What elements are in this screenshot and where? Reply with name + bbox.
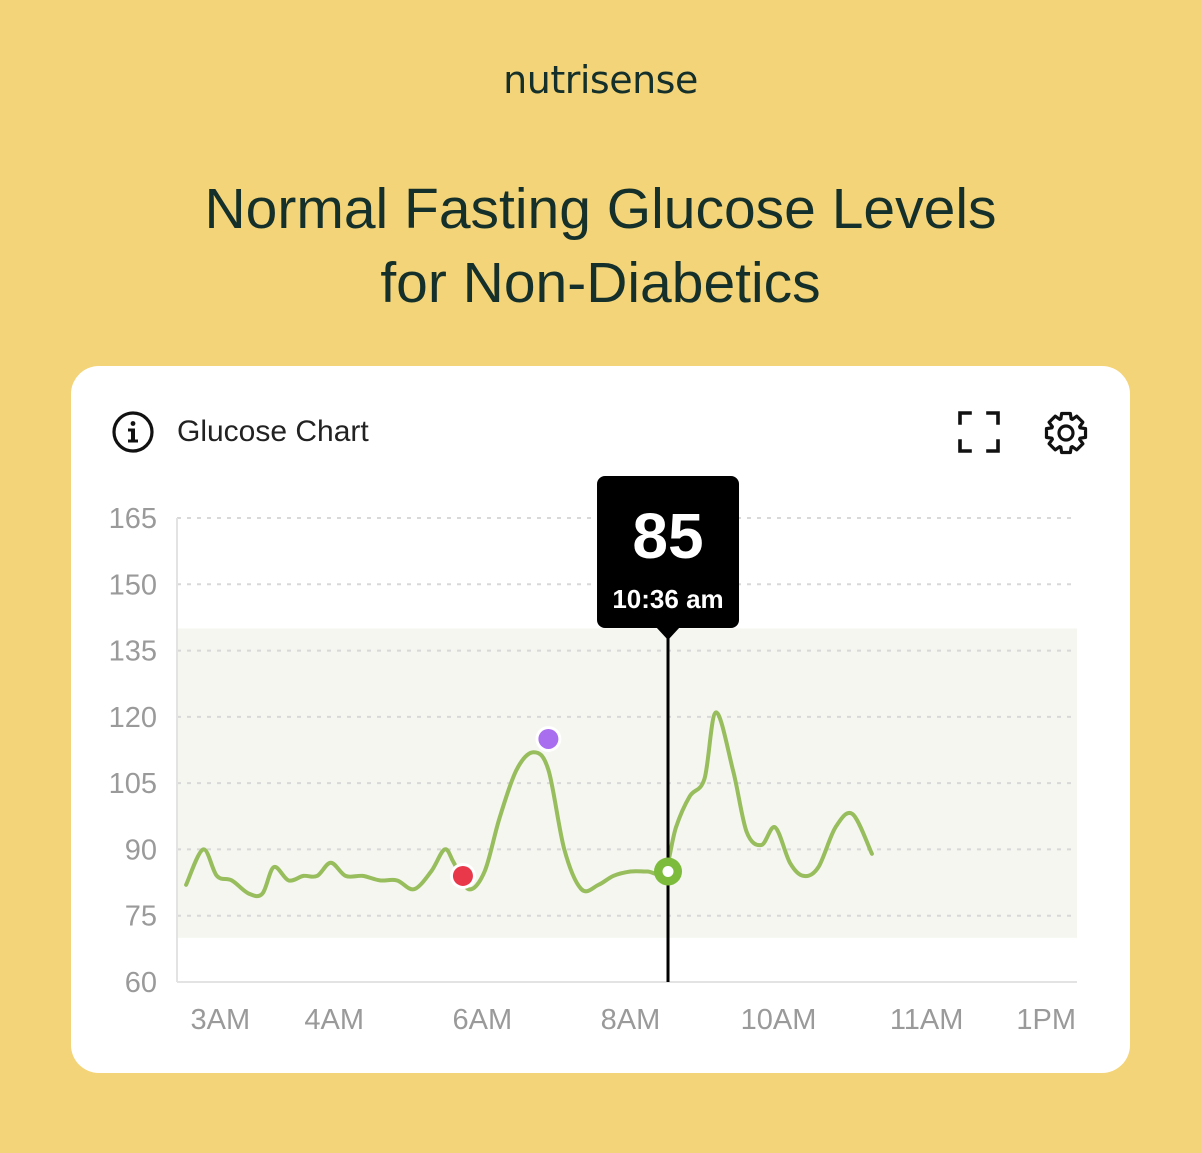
tooltip-box [597, 476, 740, 628]
y-tick-label: 90 [125, 834, 157, 866]
y-tick-label: 60 [125, 967, 157, 999]
x-axis: 3AM 4AM 6AM 8AM 10AM 11AM 1PM [190, 1004, 1076, 1036]
y-tick-label: 75 [125, 901, 157, 933]
x-tick-label: 4AM [304, 1004, 364, 1036]
x-tick-label: 1PM [1016, 1004, 1076, 1036]
glucose-line-chart: 165 150 135 120 105 90 75 60 3AM 4AM 6AM 8AM 10AM 11… [109, 476, 1077, 1036]
glucose-series-line [184, 710, 874, 899]
tooltip-pointer [656, 627, 681, 640]
tooltip-time: 10:36 am [612, 584, 723, 614]
purple-event-marker[interactable] [538, 728, 559, 749]
gridlines [177, 517, 1077, 917]
page-headline: Normal Fasting Glucose Levels for Non-Di… [0, 172, 1201, 320]
card-header: Glucose Chart [111, 410, 369, 454]
red-event-marker[interactable] [452, 865, 473, 886]
y-tick-label: 150 [109, 569, 157, 601]
x-tick-label: 8AM [601, 1004, 661, 1036]
x-tick-label: 10AM [741, 1004, 817, 1036]
event-markers [449, 725, 683, 889]
headline-line-2: for Non-Diabetics [380, 251, 821, 315]
x-tick-label: 6AM [452, 1004, 512, 1036]
info-icon[interactable] [111, 410, 155, 454]
chart-title: Glucose Chart [177, 415, 369, 448]
y-axis: 165 150 135 120 105 90 75 60 [109, 503, 1077, 999]
x-tick-label: 11AM [890, 1004, 964, 1036]
value-tooltip: 85 10:36 am [597, 476, 740, 640]
y-tick-label: 120 [109, 702, 157, 734]
y-tick-label: 165 [109, 503, 157, 535]
y-tick-label: 105 [109, 768, 157, 800]
y-tick-label: 135 [109, 636, 157, 668]
expand-icon[interactable] [957, 410, 1001, 454]
x-tick-label: 3AM [190, 1004, 250, 1036]
tooltip-value: 85 [632, 500, 703, 572]
gear-icon[interactable] [1043, 410, 1089, 456]
headline-line-1: Normal Fasting Glucose Levels [204, 177, 997, 241]
selected-point-center [662, 866, 674, 878]
brand-logo: nutrisense [503, 58, 698, 102]
glucose-chart-card: Glucose Chart 165 150 135 120 105 90 75 60 3AM 4… [71, 366, 1130, 1073]
gear-outline [1044, 411, 1088, 455]
